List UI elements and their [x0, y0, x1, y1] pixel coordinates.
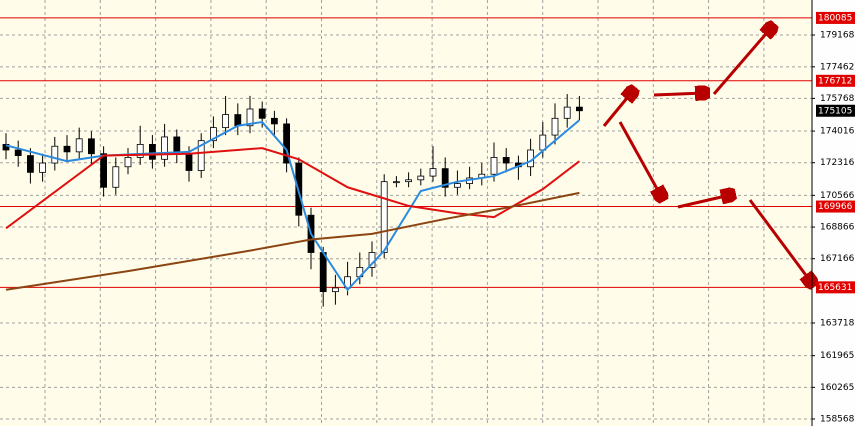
- y-tick-label: 161965: [820, 351, 854, 361]
- y-tick-label: 172316: [820, 158, 855, 168]
- y-tick-label: 179168: [820, 31, 855, 41]
- candle-body: [392, 181, 400, 184]
- level-label-bg: [816, 74, 855, 87]
- candle-body: [75, 138, 83, 153]
- plot-background: [0, 0, 812, 426]
- candle-body: [417, 175, 425, 181]
- candle-body: [14, 149, 22, 156]
- y-tick-label: 163718: [820, 318, 855, 328]
- candle-body: [51, 145, 59, 164]
- level-label: 165631: [818, 283, 852, 293]
- arrow: [618, 121, 661, 196]
- candle-body: [551, 117, 559, 136]
- y-tick-label: 175768: [820, 94, 855, 104]
- candle-body: [88, 138, 95, 155]
- level-label: 180085: [818, 13, 852, 23]
- candle-body: [185, 153, 193, 171]
- arrow: [602, 92, 632, 127]
- candle-body: [380, 181, 388, 253]
- candle-body: [100, 153, 107, 188]
- candle-body: [173, 136, 181, 155]
- candle-body: [197, 140, 205, 171]
- grid: [0, 0, 812, 426]
- y-tick-label: 170566: [820, 191, 855, 201]
- forecast-arrows: [602, 28, 811, 282]
- y-tick-label: 167166: [820, 254, 855, 264]
- axis: 158568 160265 161965 163718 167166 168866 1705…: [812, 11, 855, 424]
- level-label: 169966: [818, 202, 853, 212]
- candle-body: [26, 155, 34, 173]
- candle-body: [319, 252, 327, 293]
- arrow: [712, 28, 771, 95]
- candle-body: [161, 136, 169, 160]
- candle-body: [234, 114, 242, 127]
- candle-body: [429, 168, 437, 177]
- candle-body: [539, 134, 547, 151]
- candle-body: [136, 143, 144, 158]
- candle-body: [331, 287, 339, 293]
- y-tick-label: 168866: [820, 223, 855, 233]
- candle-body: [453, 183, 461, 188]
- candle-body: [441, 168, 449, 188]
- candle-body: [405, 179, 413, 183]
- candle-body: [258, 108, 266, 119]
- candle-body: [222, 114, 230, 129]
- candle-body: [490, 157, 498, 175]
- level-label-bg: [816, 11, 855, 24]
- candle-body: [576, 106, 583, 112]
- level-label-bg: [816, 281, 855, 294]
- candle-body: [246, 108, 254, 127]
- candle-body: [502, 157, 510, 164]
- data: [0, 17, 812, 307]
- arrow: [677, 195, 730, 209]
- candle-body: [39, 162, 46, 173]
- moving-average: [5, 191, 580, 291]
- y-tick-label: 158568: [820, 414, 855, 424]
- candle-body: [63, 145, 71, 153]
- arrow: [653, 93, 704, 95]
- candle-body: [283, 123, 291, 164]
- candle-body: [112, 166, 120, 188]
- y-tick-label: 177462: [820, 62, 854, 72]
- candle-body: [344, 276, 352, 289]
- axis-background: [812, 0, 855, 426]
- candle-body: [563, 106, 571, 119]
- level-label-bg: [816, 200, 855, 213]
- last-price-label: 175105: [818, 106, 852, 116]
- last-price-bg: [816, 104, 855, 117]
- y-tick-label: 174016: [820, 127, 855, 137]
- y-tick-label: 160265: [820, 383, 854, 393]
- arrow: [748, 199, 811, 282]
- level-label: 176712: [818, 76, 852, 86]
- candle-body: [209, 127, 217, 142]
- candle-body: [2, 143, 10, 151]
- candle-body: [124, 157, 132, 168]
- candle-body: [148, 143, 156, 160]
- candle-body: [270, 117, 278, 125]
